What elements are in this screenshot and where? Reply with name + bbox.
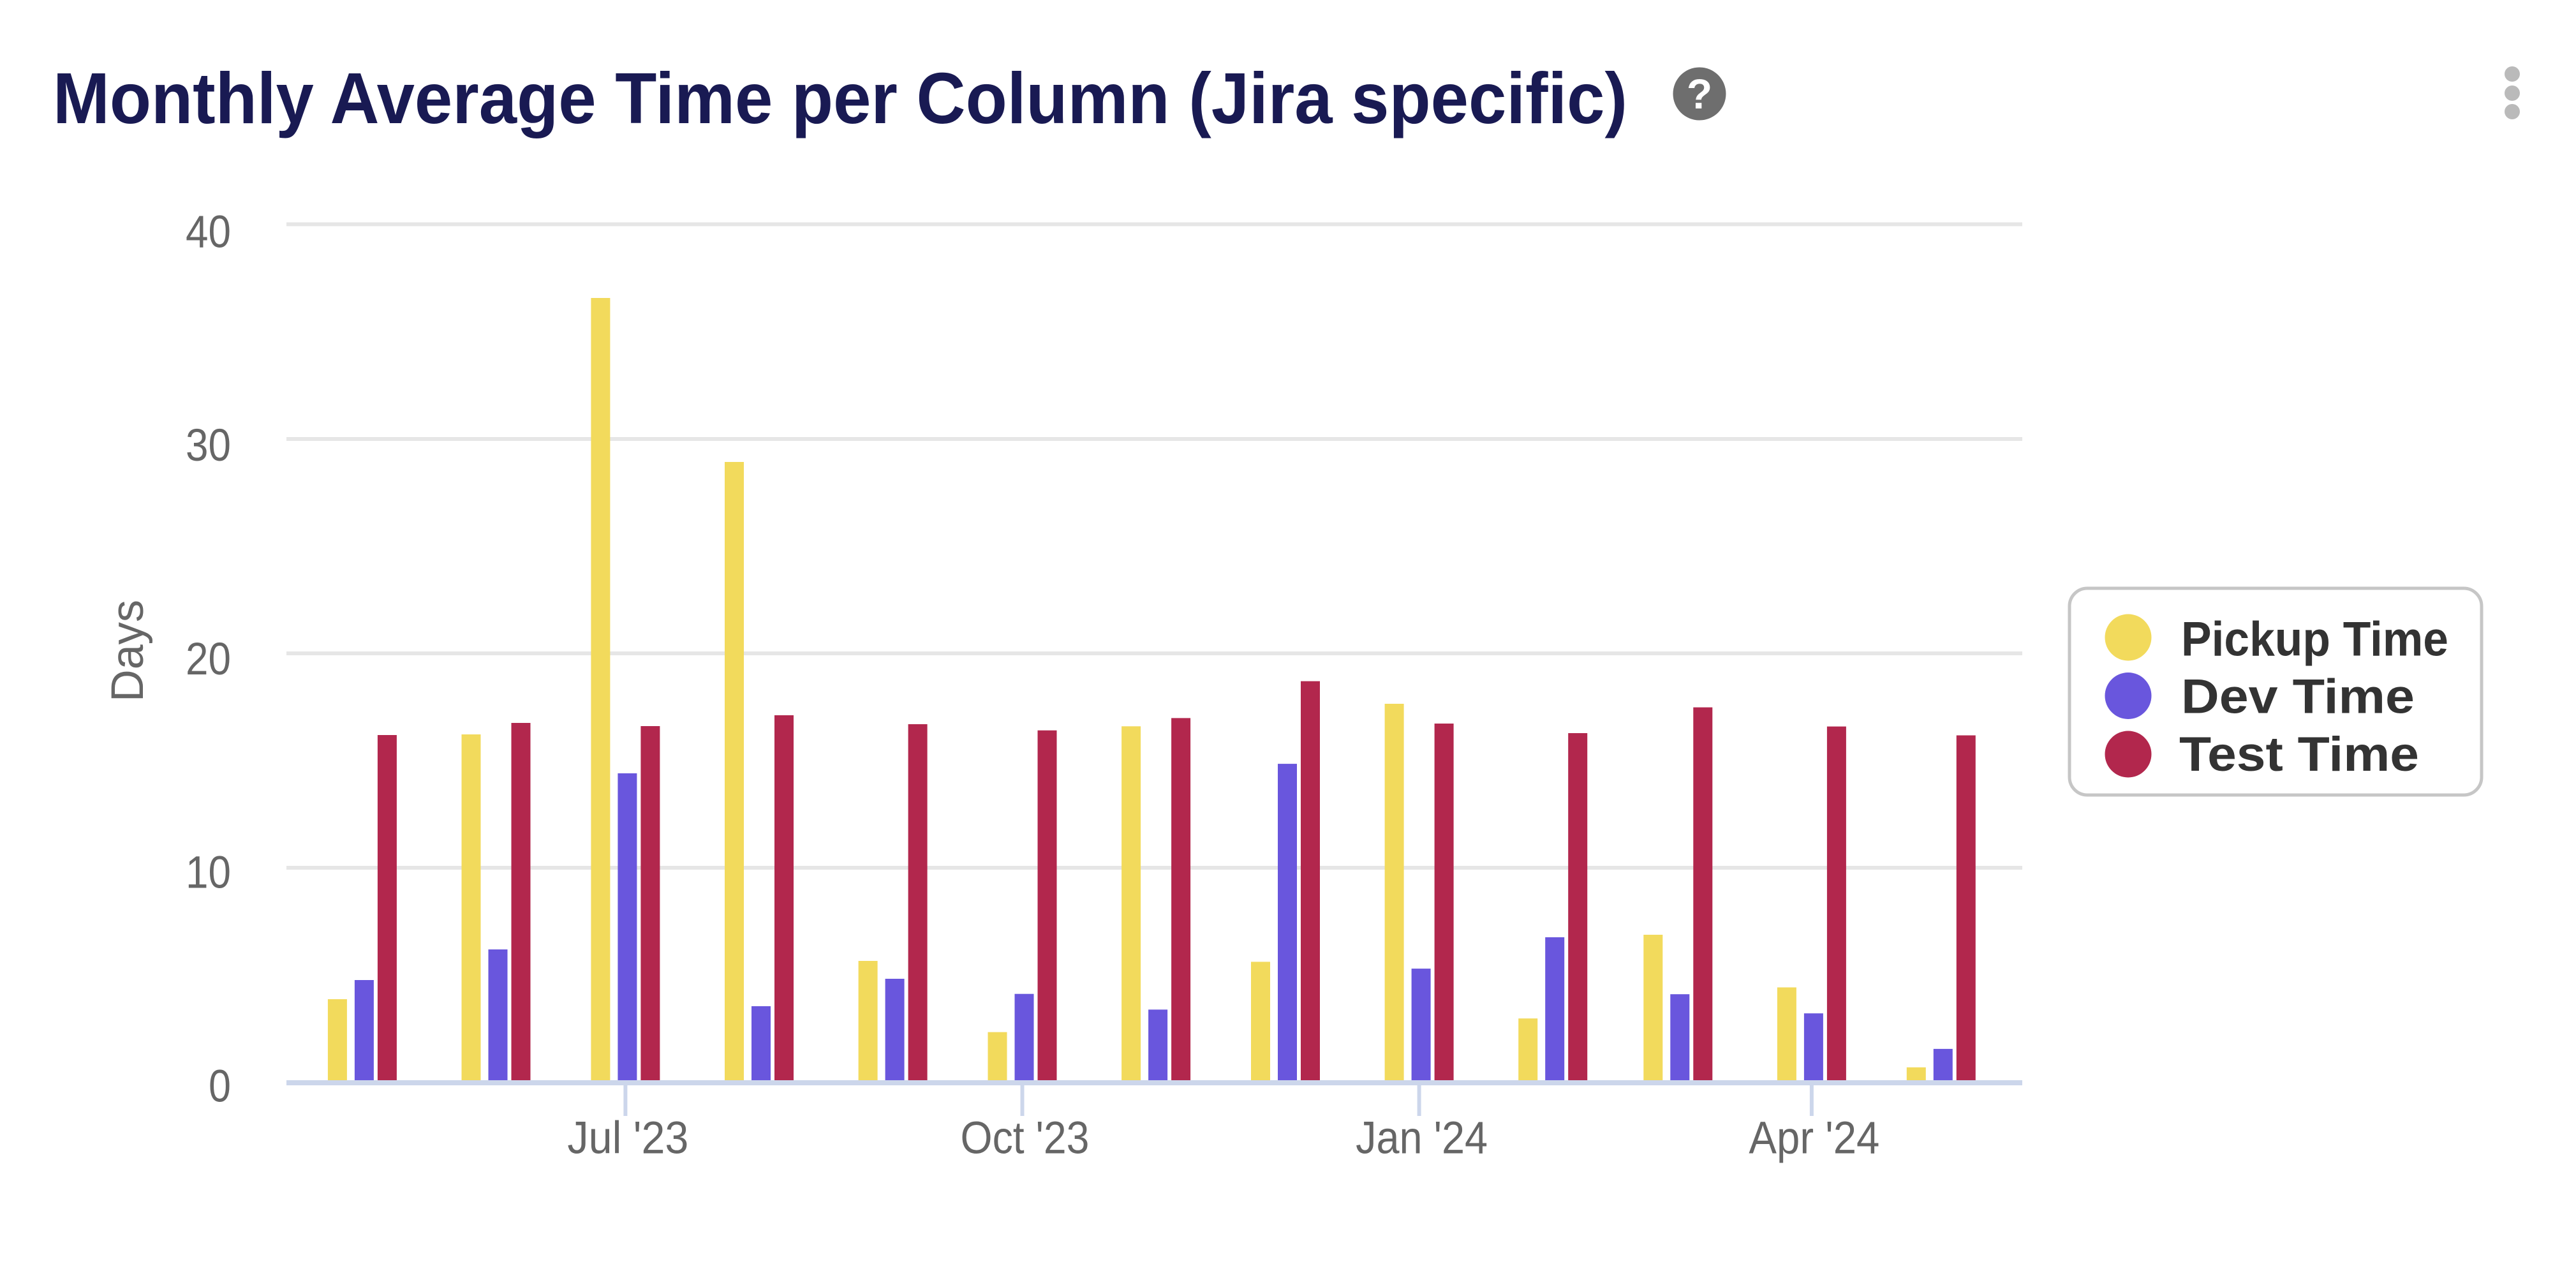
svg-text:10: 10: [186, 848, 231, 898]
svg-text:20: 20: [186, 634, 231, 685]
svg-text:Monthly Average Time per Colum: Monthly Average Time per Column (Jira sp…: [53, 58, 1627, 138]
svg-text:Test Time: Test Time: [2179, 727, 2419, 782]
svg-text:Days: Days: [103, 600, 153, 702]
svg-text:Apr '24: Apr '24: [1749, 1113, 1879, 1164]
svg-text:?: ?: [1687, 70, 1712, 117]
svg-text:Jan '24: Jan '24: [1356, 1113, 1488, 1164]
svg-text:40: 40: [186, 207, 231, 257]
svg-text:Jul '23: Jul '23: [567, 1113, 688, 1164]
svg-text:Oct '23: Oct '23: [961, 1113, 1090, 1164]
svg-text:Dev Time: Dev Time: [2181, 670, 2415, 724]
svg-text:30: 30: [186, 420, 231, 471]
svg-text:Pickup Time: Pickup Time: [2181, 613, 2448, 667]
svg-text:0: 0: [209, 1061, 231, 1111]
